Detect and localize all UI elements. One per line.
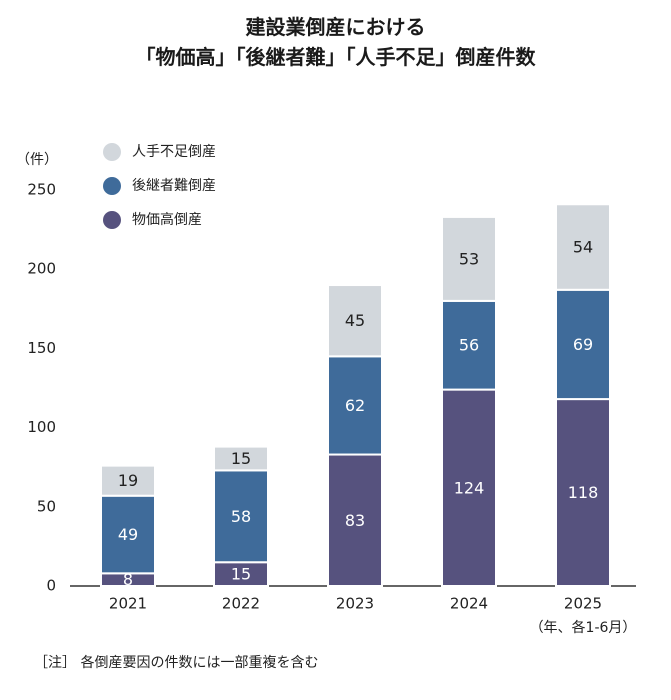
legend-label-2: 物価高倒産 — [132, 211, 202, 228]
chart-title: 建設業倒産における 「物価高」「後継者難」「人手不足」倒産件数 — [0, 12, 671, 72]
bar-segment-2023-0 — [327, 453, 383, 588]
title-line-1: 建設業倒産における — [245, 15, 426, 39]
legend-label-1: 後継者難倒産 — [132, 178, 216, 194]
y-axis-unit-label: （件） — [16, 152, 58, 168]
footnote: ［注］ 各倒産要因の件数には一部重複を含む — [34, 655, 319, 671]
data-label-2022-2: 15 — [231, 449, 251, 468]
bar-segment-2021-1 — [100, 494, 156, 575]
y-tick-label-150: 150 — [27, 339, 56, 357]
data-label-2025-2: 54 — [573, 238, 593, 257]
data-label-2022-0: 15 — [231, 565, 251, 584]
title-line-2: 「物価高」「後継者難」「人手不足」倒産件数 — [135, 45, 536, 69]
x-tick-label-2021: 2021 — [109, 595, 147, 613]
legend-swatch-2 — [103, 211, 121, 229]
bar-segment-2023-1 — [327, 355, 383, 456]
data-label-2025-1: 69 — [573, 335, 593, 354]
data-label-2025-0: 118 — [568, 483, 599, 502]
legend-label-0: 人手不足倒産 — [132, 144, 216, 160]
legend-swatch-1 — [103, 177, 121, 195]
y-tick-label-0: 0 — [46, 577, 56, 595]
x-tick-label-2023: 2023 — [336, 595, 374, 613]
bar-segment-2023-2 — [327, 284, 383, 358]
data-label-2021-0: 8 — [123, 570, 133, 589]
x-tick-label-2024: 2024 — [450, 595, 488, 613]
x-tick-label-2025: 2025 — [564, 595, 602, 613]
y-tick-label-100: 100 — [27, 418, 56, 436]
bar-segment-2022-2 — [213, 445, 269, 472]
data-label-2023-2: 45 — [345, 311, 365, 330]
data-label-2024-2: 53 — [459, 249, 479, 268]
bar-segment-2021-2 — [100, 464, 156, 497]
data-label-2023-0: 83 — [345, 511, 365, 530]
y-tick-label-200: 200 — [27, 260, 56, 278]
data-label-2024-0: 124 — [454, 478, 485, 497]
y-tick-label-250: 250 — [27, 181, 56, 199]
data-label-2024-1: 56 — [459, 336, 479, 355]
data-label-2022-1: 58 — [231, 507, 251, 526]
x-tick-label-2022: 2022 — [222, 595, 260, 613]
data-label-2023-1: 62 — [345, 396, 365, 415]
data-label-2021-2: 19 — [118, 471, 138, 490]
bar-segment-2022-1 — [213, 469, 269, 564]
bar-segment-2024-0 — [441, 388, 497, 588]
bar-segment-2024-2 — [441, 215, 497, 302]
legend-swatch-0 — [103, 143, 121, 161]
x-axis-note: （年、各1-6月） — [530, 620, 637, 636]
bar-segment-2025-2 — [555, 203, 611, 291]
data-label-2021-1: 49 — [118, 525, 138, 544]
bar-segment-2025-0 — [555, 398, 611, 588]
y-tick-label-50: 50 — [37, 497, 56, 515]
bar-segment-2025-1 — [555, 288, 611, 401]
